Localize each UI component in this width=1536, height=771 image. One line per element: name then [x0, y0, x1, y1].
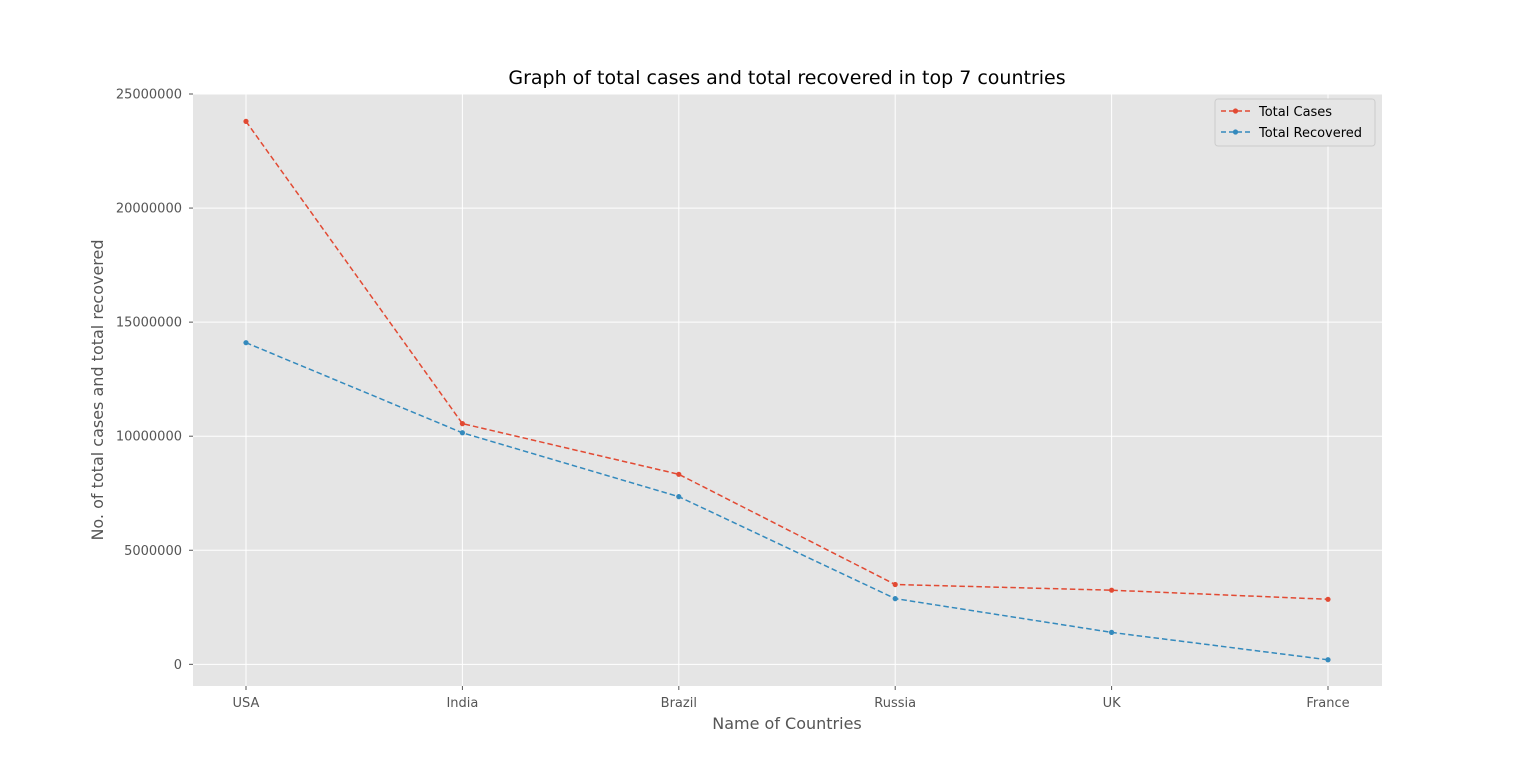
data-point-total-cases-uk: [1109, 587, 1115, 593]
y-axis: 0 5000000 10000000 15000000 20000000 25000000: [116, 88, 193, 673]
data-point-total-cases-india: [459, 421, 465, 427]
plot-area: [193, 94, 1382, 686]
data-point-total-cases-france: [1325, 596, 1331, 602]
x-tick-label-brazil: Brazil: [661, 696, 697, 711]
grid: [193, 93, 1382, 686]
data-point-total-recovered-france: [1325, 657, 1331, 663]
legend-marker-total-cases: [1232, 108, 1239, 114]
legend: Total Cases Total Recovered: [1214, 98, 1376, 147]
x-tick-label-uk: UK: [1103, 696, 1122, 711]
data-point-total-cases-usa: [243, 118, 249, 124]
series-layer: [243, 118, 1331, 663]
legend-box: [1214, 98, 1376, 147]
x-axis: USA India Brazil Russia UK France: [233, 686, 1350, 711]
x-axis-label: Name of Countries: [712, 714, 862, 733]
data-point-total-recovered-brazil: [676, 494, 682, 500]
x-tick-label-usa: USA: [233, 696, 260, 711]
x-tick-label-russia: Russia: [874, 696, 916, 711]
data-point-total-recovered-uk: [1109, 629, 1115, 635]
y-tick-label: 15000000: [116, 316, 182, 331]
y-axis-label: No. of total cases and total recovered: [88, 239, 107, 540]
series-line-total-cases: [245, 120, 1329, 601]
legend-marker-total-recovered: [1232, 129, 1239, 135]
data-point-total-recovered-india: [459, 430, 465, 436]
y-tick-label: 20000000: [116, 202, 182, 217]
x-tick-label-france: France: [1306, 696, 1349, 711]
legend-label-total-cases: Total Cases: [1258, 105, 1332, 120]
series-line-total-recovered: [245, 342, 1329, 661]
y-tick-label: 10000000: [116, 430, 182, 445]
chart-title: Graph of total cases and total recovered…: [508, 67, 1065, 89]
x-tick-label-india: India: [446, 696, 478, 711]
data-point-total-cases-russia: [892, 581, 898, 588]
legend-label-total-recovered: Total Recovered: [1258, 126, 1362, 141]
y-tick-label: 5000000: [124, 544, 182, 559]
y-tick-label: 0: [174, 658, 182, 673]
data-point-total-cases-brazil: [676, 471, 682, 477]
data-point-total-recovered-russia: [892, 596, 898, 602]
data-point-total-recovered-usa: [243, 340, 249, 346]
y-tick-label: 25000000: [116, 88, 182, 103]
